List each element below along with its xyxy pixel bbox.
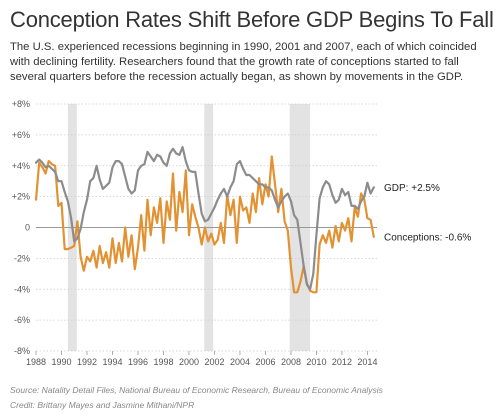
y-tick-label: +4% [12,161,30,171]
x-tick-label: 2002 [204,357,224,367]
end-label-gdp: GDP: +2.5% [384,183,440,194]
series-end-labels: GDP: +2.5% Conceptions: -0.6% [384,183,471,243]
y-tick-label: +2% [12,192,30,202]
series-line-conceptions [34,155,375,294]
y-tick-label: +8% [12,99,30,109]
x-tick-label: 1998 [153,357,173,367]
series-lines [34,146,375,294]
x-tick-label: 2008 [281,357,301,367]
x-tick-label: 2010 [306,357,326,367]
x-tick-label: 1994 [102,357,122,367]
y-tick-label: 0 [25,223,30,233]
x-axis-ticks: 1988 1990 1992 1994 1996 1998 2000 2002 2004 2006… [26,351,377,367]
x-tick-label: 2004 [230,357,250,367]
y-tick-label: -2% [14,253,30,263]
x-tick-label: 1988 [26,357,46,367]
credit-note: Credit: Brittany Mayes and Jasmine Mitha… [10,400,195,410]
chart-subtitle: The U.S. experienced recessions beginnin… [10,41,477,83]
y-axis-ticks: +8% +6% +4% +2% 0 -2% -4% -6% -8% [12,99,30,356]
x-tick-label: 1992 [77,357,97,367]
y-tick-label: -6% [14,315,30,325]
series-line-gdp [34,146,375,291]
y-tick-label: +6% [12,130,30,140]
source-note: Source: Natality Detail Files, National … [10,385,383,395]
x-tick-label: 2012 [332,357,352,367]
x-tick-label: 1990 [51,357,71,367]
end-label-conceptions: Conceptions: -0.6% [384,232,471,243]
y-tick-label: -4% [14,284,30,294]
y-tick-label: -8% [14,346,30,356]
x-tick-label: 2000 [179,357,199,367]
x-tick-label: 1996 [128,357,148,367]
chart-title: Conception Rates Shift Before GDP Begins… [10,7,494,32]
x-tick-label: 2014 [357,357,377,367]
x-tick-label: 2006 [255,357,275,367]
